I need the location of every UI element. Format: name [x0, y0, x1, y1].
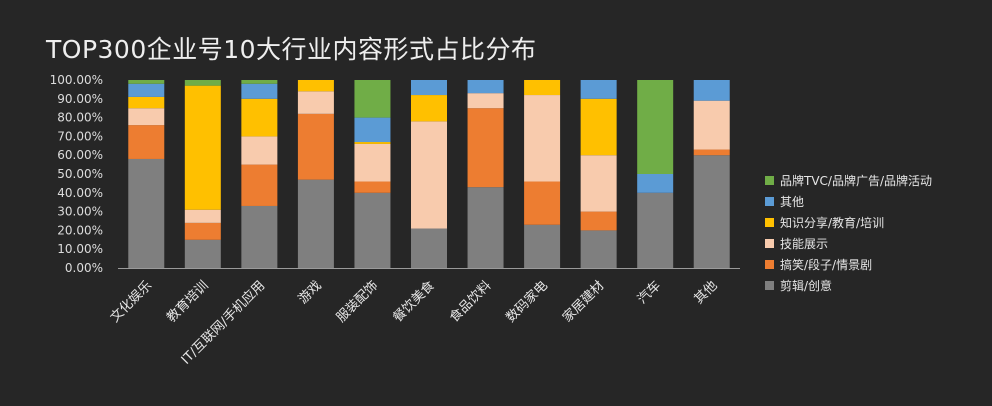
- bar-segment: [128, 80, 165, 84]
- y-tick-label: 10.00%: [57, 242, 103, 256]
- bar-segment: [297, 113, 334, 180]
- bar-segment: [580, 80, 617, 99]
- legend-label: 技能展示: [780, 237, 828, 251]
- bar-segment: [693, 80, 730, 101]
- bar-segment: [241, 80, 278, 84]
- bar-segment: [411, 121, 447, 229]
- bar-segment: [467, 187, 504, 268]
- bar-segment: [524, 181, 561, 225]
- bar-segment: [241, 136, 278, 165]
- bar-segment: [184, 80, 221, 86]
- bar-segment: [241, 164, 278, 206]
- bar-segment: [128, 125, 165, 159]
- x-category-label: 服装配饰: [334, 278, 381, 325]
- bar-segment: [524, 80, 561, 96]
- x-category-label: 家居建材: [559, 278, 607, 326]
- legend-label: 搞笑/段子/情景剧: [780, 257, 872, 272]
- legend-swatch: [765, 260, 774, 269]
- x-category-label: 数码家电: [503, 278, 551, 326]
- bar-segment: [184, 222, 221, 240]
- bar-segment: [241, 98, 278, 137]
- x-category-label: 汽车: [634, 278, 664, 308]
- bar-segment: [354, 143, 391, 182]
- bar-segment: [184, 85, 221, 210]
- bar-segment: [580, 211, 617, 231]
- bar-segment: [297, 91, 334, 114]
- bar-segment: [524, 95, 561, 182]
- bar-segment: [184, 209, 221, 223]
- bar-segment: [693, 100, 730, 150]
- bar-segment: [354, 181, 391, 193]
- x-category-label: 食品饮料: [446, 278, 494, 326]
- bar-segment: [128, 96, 165, 109]
- bar-segment: [467, 93, 504, 109]
- bar-segment: [467, 80, 504, 94]
- x-category-label: 游戏: [296, 278, 325, 307]
- bar-segment: [241, 205, 278, 268]
- bar-segment: [354, 192, 391, 268]
- bar-segment: [467, 108, 504, 188]
- y-tick-label: 100.00%: [50, 73, 103, 87]
- bar-segment: [693, 155, 730, 268]
- y-tick-label: 20.00%: [57, 223, 103, 237]
- legend-label: 知识分享/教育/培训: [780, 215, 884, 230]
- bar-segment: [580, 230, 617, 268]
- y-tick-label: 60.00%: [57, 148, 103, 162]
- bar-segment: [580, 155, 617, 212]
- bar-segment: [524, 224, 561, 268]
- y-tick-label: 40.00%: [57, 186, 103, 200]
- legend-label: 其他: [780, 195, 804, 209]
- bar-segment: [411, 80, 447, 96]
- y-tick-label: 70.00%: [57, 129, 103, 143]
- legend-swatch: [765, 218, 774, 227]
- y-tick-label: 50.00%: [57, 167, 103, 181]
- bar-segment: [637, 192, 674, 268]
- bar-segment: [354, 80, 391, 118]
- bar-segment: [580, 98, 617, 156]
- bar-segment: [128, 158, 165, 268]
- bar-segment: [128, 108, 165, 126]
- legend-label: 剪辑/创意: [780, 278, 832, 293]
- bar-segment: [411, 228, 447, 268]
- bar-segment: [297, 179, 334, 268]
- legend-swatch: [765, 239, 774, 248]
- x-category-label: 文化娱乐: [108, 278, 155, 325]
- y-tick-label: 30.00%: [57, 205, 103, 219]
- legend-label: 品牌TVC/品牌广告/品牌活动: [780, 174, 932, 188]
- bar-segment: [297, 80, 334, 92]
- bar-segment: [354, 142, 391, 144]
- legend-swatch: [765, 197, 774, 206]
- y-tick-label: 80.00%: [57, 111, 103, 125]
- bar-segment: [411, 95, 447, 122]
- bar-segment: [241, 83, 278, 99]
- y-tick-label: 0.00%: [65, 261, 103, 275]
- chart-title: TOP300企业号10大行业内容形式占比分布: [46, 35, 537, 64]
- bar-segment: [128, 83, 165, 97]
- x-category-label: 教育培训: [164, 278, 212, 326]
- bar-segment: [184, 239, 221, 268]
- x-category-label: 餐饮美食: [390, 278, 438, 326]
- legend-swatch: [765, 281, 774, 290]
- legend-swatch: [765, 176, 774, 185]
- x-category-label: 其他: [692, 278, 721, 307]
- bar-segment: [637, 174, 674, 193]
- y-tick-label: 90.00%: [57, 92, 103, 106]
- bar-segment: [354, 117, 391, 143]
- bar-segment: [693, 149, 730, 156]
- bar-segment: [637, 80, 674, 174]
